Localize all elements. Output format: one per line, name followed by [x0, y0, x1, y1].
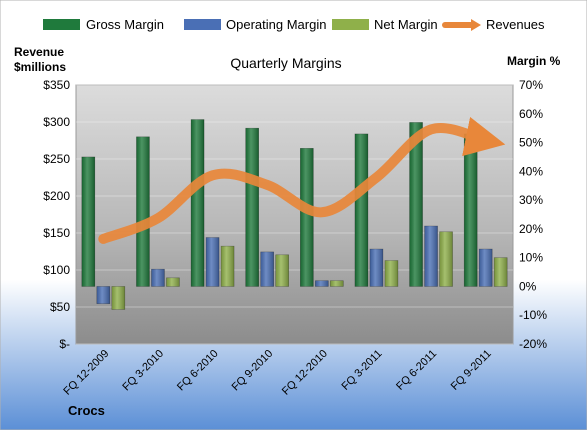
right-tick-label: 50% — [519, 136, 543, 150]
bar-net-margin-shade — [330, 280, 344, 287]
bar-operating-margin-shade — [369, 249, 383, 287]
bar-net-margin-shade — [166, 277, 180, 287]
revenue-point — [103, 238, 104, 239]
legend: Gross Margin Operating Margin Net Margin… — [43, 17, 545, 32]
left-tick-label: $200 — [43, 189, 70, 203]
revenue-point — [212, 175, 213, 176]
left-tick-label: $300 — [43, 115, 70, 129]
bars — [81, 119, 508, 310]
revenue-point — [376, 177, 377, 178]
right-tick-label: 30% — [519, 193, 543, 207]
revenue-point — [157, 218, 158, 219]
bar-operating-margin-shade — [206, 237, 220, 287]
bar-gross-margin-shade — [81, 156, 95, 287]
right-tick-label: -20% — [519, 337, 547, 351]
revenue-point — [431, 129, 432, 130]
bar-gross-margin-shade — [409, 122, 423, 287]
left-tick-label: $50 — [50, 300, 70, 314]
revenue-point — [321, 212, 322, 213]
left-axis-ticks: $- $50 $100 $150 $200 $250 $300 $350 — [43, 78, 70, 351]
revenue-line-group — [98, 116, 506, 244]
bar-net-margin-shade — [275, 254, 289, 287]
right-axis-label: Margin % — [507, 54, 561, 68]
bar-operating-margin-shade — [315, 280, 329, 287]
bar-gross-margin-shade — [191, 119, 205, 287]
left-tick-label: $- — [59, 337, 70, 351]
legend-arrow-icon — [471, 19, 481, 31]
revenue-point — [267, 184, 268, 185]
legend-label-revenues: Revenues — [486, 17, 545, 32]
bar-operating-margin-shade — [260, 251, 274, 287]
right-tick-label: 20% — [519, 222, 543, 236]
left-tick-label: $100 — [43, 263, 70, 277]
bar-operating-margin-shade — [479, 249, 493, 287]
bar-operating-margin-shade — [424, 226, 438, 287]
legend-label-net-margin: Net Margin — [374, 17, 438, 32]
company-label: Crocs — [68, 403, 105, 418]
revenue-line — [98, 116, 506, 244]
bar-gross-margin-shade — [354, 133, 368, 287]
chart-title: Quarterly Margins — [230, 55, 341, 71]
right-tick-label: 60% — [519, 107, 543, 121]
right-tick-label: 70% — [519, 78, 543, 92]
right-tick-label: 40% — [519, 164, 543, 178]
bar-operating-margin-shade — [151, 269, 165, 287]
bar-operating-margin-shade — [96, 286, 110, 304]
bar-gross-margin-shade — [300, 148, 314, 287]
legend-swatch-operating-margin — [184, 19, 221, 30]
left-axis-label-line1: Revenue — [14, 45, 64, 59]
revenue-point — [485, 140, 486, 141]
legend-label-operating-margin: Operating Margin — [226, 17, 326, 32]
bar-gross-margin-shade — [464, 133, 478, 287]
right-tick-label: 0% — [519, 279, 537, 293]
bar-net-margin-shade — [384, 260, 398, 287]
left-tick-label: $350 — [43, 78, 70, 92]
right-axis-ticks: -20% -10% 0% 10% 20% 30% 40% 50% 60% 70% — [519, 78, 547, 351]
legend-swatch-gross-margin — [43, 19, 80, 30]
bar-net-margin-shade — [494, 257, 508, 287]
left-tick-label: $150 — [43, 226, 70, 240]
bar-gross-margin-shade — [136, 136, 150, 287]
legend-label-gross-margin: Gross Margin — [86, 17, 164, 32]
bar-net-margin-shade — [111, 286, 125, 310]
legend-swatch-net-margin — [332, 19, 369, 30]
right-tick-label: 10% — [519, 251, 543, 265]
right-tick-label: -10% — [519, 308, 547, 322]
bar-net-margin-shade — [221, 246, 235, 287]
bar-net-margin-shade — [439, 231, 453, 287]
left-axis-label-line2: $millions — [14, 60, 66, 74]
bar-gross-margin-shade — [245, 128, 259, 287]
left-tick-label: $250 — [43, 152, 70, 166]
